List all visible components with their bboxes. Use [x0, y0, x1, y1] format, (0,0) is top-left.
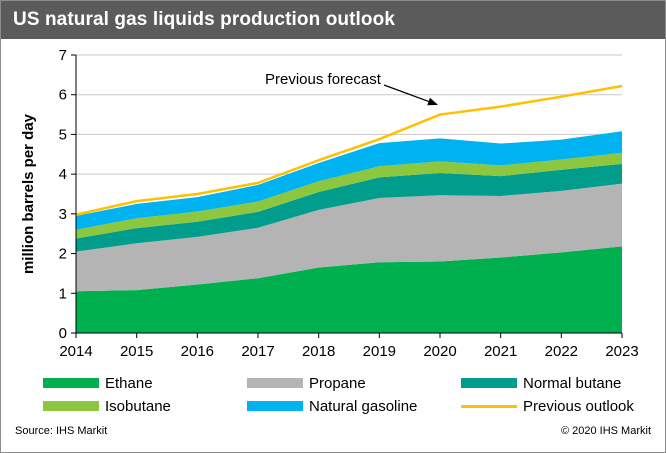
annotation-arrow	[383, 84, 438, 106]
y-axis-title: million barrels per day	[20, 113, 37, 274]
previous-outlook-line	[75, 84, 623, 216]
annotations: Previous forecast	[265, 71, 438, 106]
x-tick-label-2021: 2021	[484, 343, 517, 360]
chart-title: US natural gas liquids production outloo…	[13, 9, 395, 30]
legend-item-propane: Propane	[247, 373, 366, 393]
x-tick-label-2014: 2014	[59, 343, 92, 360]
legend-swatch-ethane	[43, 378, 99, 388]
legend-item-isobutane: Isobutane	[43, 396, 171, 416]
legend: Ethane Propane Normal butane Isobutane N…	[1, 369, 665, 417]
y-tick-label-4: 4	[59, 166, 67, 183]
y-tick-label-6: 6	[59, 87, 67, 104]
x-tick-label-2023: 2023	[605, 343, 638, 360]
x-tick-label-2016: 2016	[181, 343, 214, 360]
area-ethane	[76, 246, 622, 333]
area-normal-butane	[76, 163, 622, 252]
previous-outlook-line-group	[75, 84, 623, 216]
x-tick-label-2017: 2017	[241, 343, 274, 360]
area-propane	[76, 183, 622, 292]
legend-swatch-natural-gasoline	[247, 401, 303, 411]
legend-item-previous-outlook: Previous outlook	[461, 396, 634, 416]
legend-item-normal-butane: Normal butane	[461, 373, 621, 393]
title-bar: US natural gas liquids production outloo…	[1, 1, 665, 39]
stacked-areas	[76, 131, 622, 333]
y-tick-label-5: 5	[59, 126, 67, 143]
legend-label-normal-butane: Normal butane	[523, 374, 622, 392]
legend-swatch-isobutane	[43, 401, 99, 411]
y-tick-label-3: 3	[59, 206, 67, 223]
x-tick-label-2020: 2020	[423, 343, 456, 360]
source-note: Source: IHS Markit	[15, 425, 108, 437]
x-tick-label-2015: 2015	[120, 343, 153, 360]
y-tick-label-2: 2	[59, 246, 67, 263]
legend-label-natural-gasoline: Natural gasoline	[309, 397, 418, 415]
y-tick-label-0: 0	[59, 325, 67, 342]
legend-label-propane: Propane	[309, 374, 366, 392]
legend-label-ethane: Ethane	[105, 374, 153, 392]
y-tick-label-1: 1	[59, 285, 67, 302]
legend-label-previous-outlook: Previous outlook	[523, 397, 634, 415]
legend-label-isobutane: Isobutane	[105, 397, 171, 415]
y-tick-label-7: 7	[59, 47, 67, 64]
legend-swatch-normal-butane	[461, 378, 517, 388]
x-tick-label-2018: 2018	[302, 343, 335, 360]
area-isobutane	[76, 152, 622, 239]
x-tick-label-2022: 2022	[545, 343, 578, 360]
legend-item-ethane: Ethane	[43, 373, 153, 393]
annotation-previous-forecast: Previous forecast	[265, 71, 382, 88]
legend-swatch-previous-outlook	[461, 404, 517, 408]
x-tick-label-2019: 2019	[363, 343, 396, 360]
legend-swatch-propane	[247, 378, 303, 388]
axes: 0 1 2 3 4 5 6 7 2014 2015 2016 2017 2018 2019 2020 2021…	[59, 47, 639, 360]
area-natural-gasoline	[76, 131, 622, 230]
legend-item-natural-gasoline: Natural gasoline	[247, 396, 417, 416]
copyright-note: © 2020 IHS Markit	[560, 425, 651, 437]
